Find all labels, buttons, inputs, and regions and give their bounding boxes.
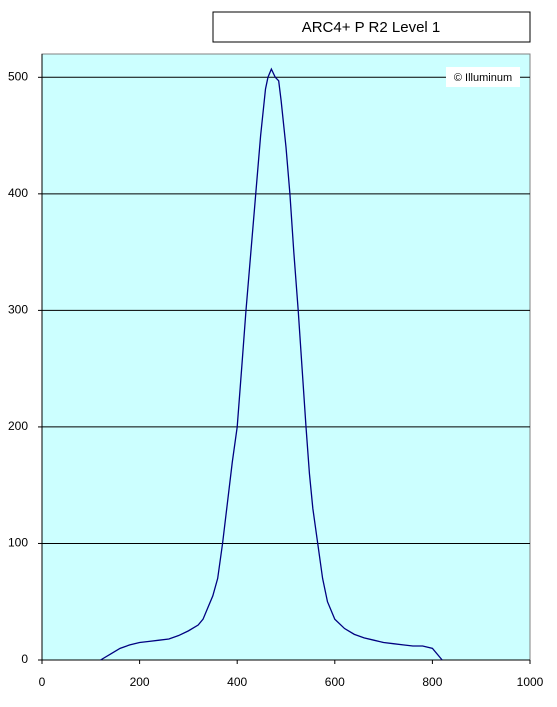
y-tick-label: 400 bbox=[8, 186, 28, 200]
y-tick-label: 300 bbox=[8, 303, 28, 317]
title-box bbox=[212, 11, 531, 43]
y-tick-label: 500 bbox=[8, 69, 28, 83]
x-tick-label: 0 bbox=[39, 675, 46, 689]
y-tick-label: 0 bbox=[21, 652, 28, 666]
x-tick-label: 800 bbox=[422, 675, 442, 689]
x-tick-label: 200 bbox=[130, 675, 150, 689]
x-tick-label: 400 bbox=[227, 675, 247, 689]
y-tick-label: 100 bbox=[8, 536, 28, 550]
annotation-box bbox=[446, 67, 520, 87]
y-tick-label: 200 bbox=[8, 419, 28, 433]
annotation: © Illuminum bbox=[454, 72, 512, 84]
chart-title: ARC4+ P R2 Level 1 bbox=[302, 19, 441, 36]
x-tick-label: 1000 bbox=[517, 675, 544, 689]
data-line bbox=[100, 67, 443, 661]
x-tick-label: 600 bbox=[325, 675, 345, 689]
